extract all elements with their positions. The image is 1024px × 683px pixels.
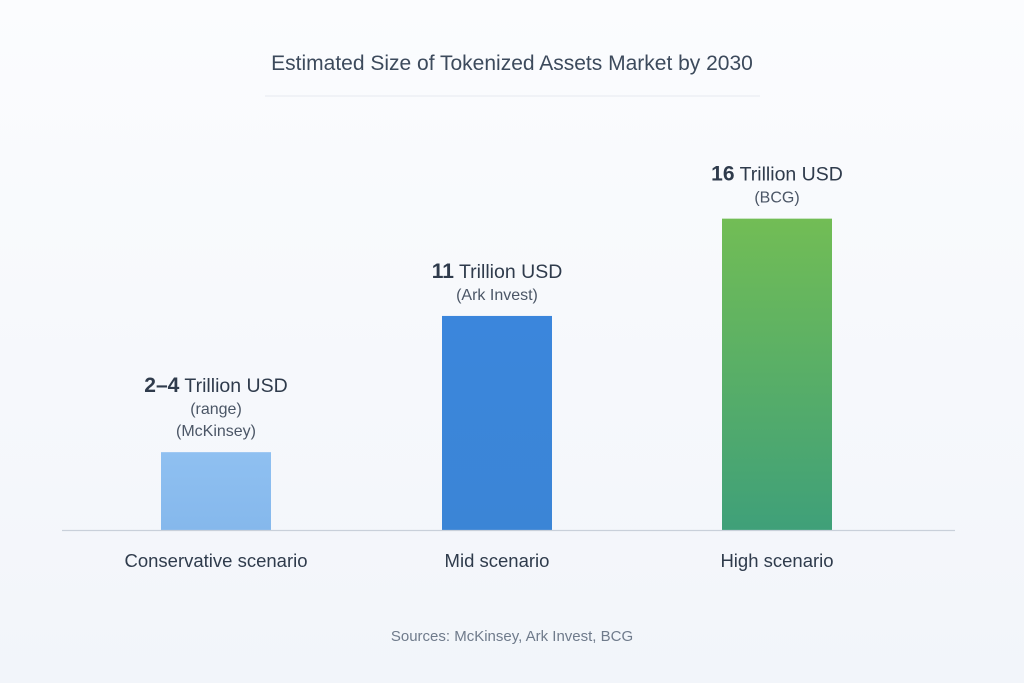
value-note-conservative-scenario-1: (range) [190, 401, 242, 418]
value-label-mid-scenario: 11 Trillion USD [432, 260, 563, 283]
value-label-conservative-scenario: 2–4 Trillion USD [144, 374, 287, 397]
chart-title: Estimated Size of Tokenized Assets Marke… [271, 52, 753, 75]
value-label-high-scenario: 16 Trillion USD [711, 163, 843, 186]
category-label-high-scenario: High scenario [720, 550, 833, 571]
bars-group [161, 218, 832, 530]
category-label-conservative-scenario: Conservative scenario [124, 550, 307, 571]
source-note: Sources: McKinsey, Ark Invest, BCG [391, 628, 633, 645]
bar-conservative-scenario [161, 452, 271, 530]
bar-high-scenario [722, 218, 832, 530]
bar-mid-scenario [442, 315, 552, 530]
value-note-mid-scenario-1: (Ark Invest) [456, 287, 538, 304]
category-label-mid-scenario: Mid scenario [445, 550, 550, 571]
value-note-high-scenario-1: (BCG) [754, 190, 799, 207]
value-note-conservative-scenario-2: (McKinsey) [176, 423, 256, 440]
labels-group: Conservative scenario 2–4 Trillion USD (ra… [124, 163, 842, 571]
